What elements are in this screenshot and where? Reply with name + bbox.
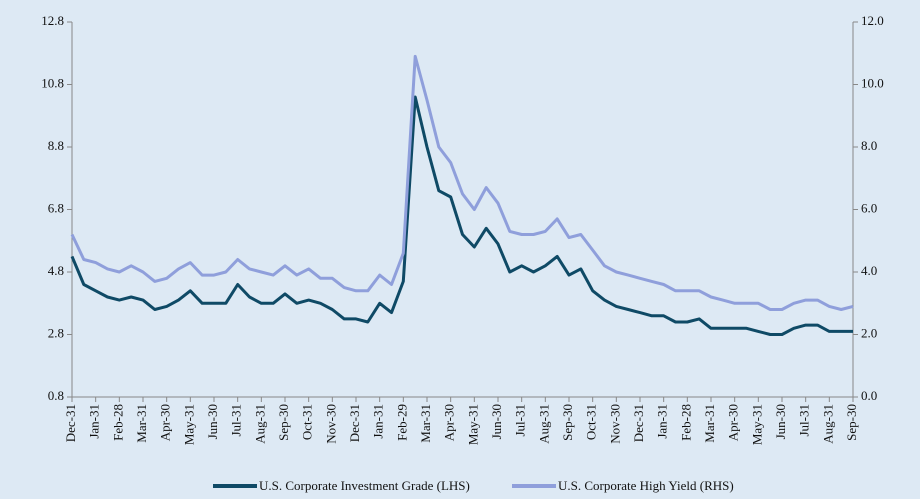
legend: U.S. Corporate Investment Grade (LHS) U.… — [213, 478, 734, 493]
y2-tick-label: 6.0 — [861, 200, 877, 215]
x-tick-label: Dec-31 — [347, 404, 362, 442]
x-tick-label: Feb-28 — [678, 404, 693, 441]
y2-tick-label: 4.0 — [861, 263, 877, 278]
y-tick-label: 10.8 — [41, 75, 64, 90]
x-tick-label: Sep-30 — [560, 404, 575, 441]
y2-tick-label: 0.0 — [861, 388, 877, 403]
x-tick-label: Mar-31 — [702, 404, 717, 443]
y-tick-label: 2.8 — [48, 325, 64, 340]
y-tick-label: 12.8 — [41, 13, 64, 28]
x-tick-label: Jun-30 — [773, 404, 788, 439]
x-tick-label: Jan-31 — [87, 404, 102, 439]
x-tick-label: Oct-31 — [584, 404, 599, 440]
legend-label: U.S. Corporate Investment Grade (LHS) — [259, 478, 470, 493]
y-tick-label: 0.8 — [48, 388, 64, 403]
x-tick-label: Mar-31 — [418, 404, 433, 443]
x-tick-label: Apr-30 — [158, 404, 173, 441]
y2-tick-label: 8.0 — [861, 138, 877, 153]
x-tick-label: Oct-31 — [300, 404, 315, 440]
x-tick-label: Jan-31 — [371, 404, 386, 439]
y2-tick-label: 10.0 — [861, 75, 884, 90]
series-line — [70, 54, 854, 311]
x-tick-label: Aug-31 — [536, 404, 551, 444]
x-tick-label: Nov-30 — [323, 404, 338, 444]
x-tick-label: Sep-30 — [276, 404, 291, 441]
x-tick-label: Jul-31 — [513, 404, 528, 437]
y2-tick-label: 12.0 — [861, 13, 884, 28]
x-tick-label: Aug-31 — [820, 404, 835, 444]
x-tick-label: Nov-30 — [607, 404, 622, 444]
series-line — [70, 95, 853, 336]
x-tick-label: Dec-31 — [631, 404, 646, 442]
x-tick-label: May-31 — [749, 404, 764, 445]
x-tick-label: Jan-31 — [655, 404, 670, 439]
legend-label: U.S. Corporate High Yield (RHS) — [558, 478, 734, 493]
x-tick-label: Dec-31 — [63, 404, 78, 442]
x-tick-label: Jun-30 — [489, 404, 504, 439]
x-tick-label: Jul-31 — [229, 404, 244, 437]
x-tick-label: Feb-28 — [110, 404, 125, 441]
x-tick-label: Feb-29 — [394, 404, 409, 441]
x-tick-label: Mar-31 — [134, 404, 149, 443]
x-tick-label: May-31 — [465, 404, 480, 445]
x-tick-label: Jun-30 — [205, 404, 220, 439]
y-tick-label: 6.8 — [48, 200, 64, 215]
x-tick-label: Apr-30 — [442, 404, 457, 441]
x-tick-label: Apr-30 — [726, 404, 741, 441]
x-tick-label: Sep-30 — [844, 404, 859, 441]
x-tick-label: Aug-31 — [252, 404, 267, 444]
x-tick-label: May-31 — [181, 404, 196, 445]
y-tick-label: 4.8 — [48, 263, 64, 278]
y2-tick-label: 2.0 — [861, 325, 877, 340]
x-tick-label: Jul-31 — [797, 404, 812, 437]
y-tick-label: 8.8 — [48, 138, 64, 153]
